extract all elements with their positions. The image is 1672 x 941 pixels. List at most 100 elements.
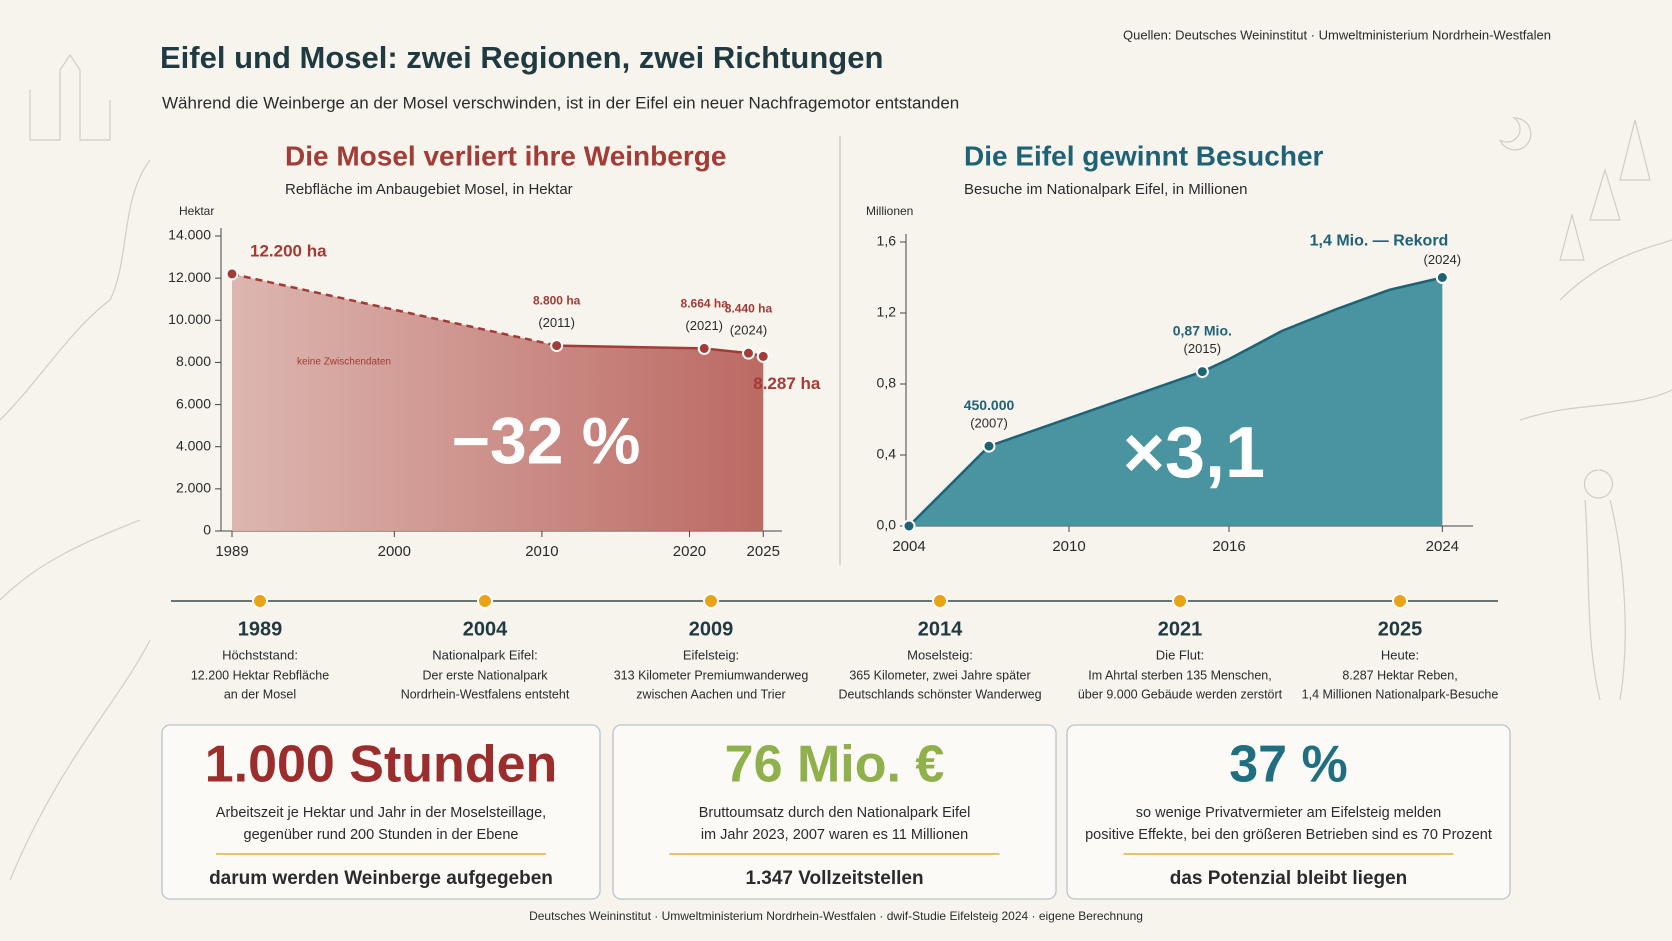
- x-tick-label: 2004: [892, 538, 925, 555]
- data-point: [550, 339, 564, 353]
- data-point: [1435, 271, 1449, 284]
- y-axis-label: Millionen: [866, 204, 913, 218]
- y-tick-label: 2.000: [176, 480, 211, 496]
- chart-title: Die Eifel gewinnt Besucher: [964, 140, 1324, 171]
- card-figure: 37 %: [1229, 736, 1348, 794]
- value-label: 12.200 ha: [250, 241, 327, 260]
- value-label: 0,87 Mio.: [1173, 322, 1232, 338]
- card-text: gegenüber rund 200 Stunden in der Ebene: [244, 827, 519, 843]
- timeline-text: Nordrhein-Westfalens entsteht: [401, 687, 570, 701]
- timeline-text: 365 Kilometer, zwei Jahre später: [849, 668, 1030, 682]
- timeline-year: 2025: [1378, 618, 1423, 640]
- y-axis-label: Hektar: [179, 204, 214, 218]
- card-text: so wenige Privatvermieter am Eifelsteig …: [1136, 805, 1441, 821]
- area: [909, 277, 1443, 526]
- page-title: Eifel und Mosel: zwei Regionen, zwei Ric…: [160, 40, 883, 75]
- y-tick-label: 1,2: [877, 304, 897, 320]
- data-point: [697, 341, 711, 355]
- year-label: (2007): [970, 416, 1008, 431]
- timeline-title: Höchststand:: [222, 647, 298, 662]
- footer: Deutsches Weininstitut · Umweltministeri…: [529, 909, 1143, 923]
- timeline-text: Der erste Nationalpark: [422, 668, 548, 682]
- year-label: (2015): [1184, 341, 1222, 356]
- card: [161, 724, 601, 900]
- value-label: 450.000: [964, 397, 1015, 413]
- card-text: positive Effekte, bei den größeren Betri…: [1085, 827, 1492, 843]
- x-tick-label: 2024: [1426, 538, 1459, 555]
- timeline-dot: [1392, 593, 1408, 609]
- headline-figure: ×3,1: [1123, 413, 1265, 493]
- year-label: (2024): [730, 323, 768, 338]
- timeline-title: Nationalpark Eifel:: [432, 647, 538, 662]
- card-conclusion: das Potenzial bleibt liegen: [1170, 868, 1408, 889]
- chart-title: Die Mosel verliert ihre Weinberge: [285, 140, 726, 171]
- timeline-text: 12.200 Hektar Rebfläche: [191, 668, 329, 682]
- line-segment: [908, 445, 990, 527]
- card-figure: 76 Mio. €: [725, 736, 945, 794]
- timeline-text: 313 Kilometer Premiumwanderweg: [614, 668, 809, 682]
- card-text: Bruttoumsatz durch den Nationalpark Eife…: [699, 805, 971, 821]
- y-tick-label: 0,8: [877, 375, 897, 391]
- card-text: im Jahr 2023, 2007 waren es 11 Millionen: [701, 827, 968, 843]
- line-segment: [1281, 308, 1337, 332]
- chart-subtitle: Rebfläche im Anbaugebiet Mosel, in Hekta…: [285, 181, 573, 198]
- card: [1066, 724, 1511, 900]
- timeline-text: über 9.000 Gebäude werden zerstört: [1078, 687, 1283, 701]
- y-tick-label: 10.000: [168, 311, 211, 327]
- data-point: [225, 267, 239, 281]
- card-conclusion: darum werden Weinberge aufgegeben: [209, 868, 553, 889]
- data-point: [982, 439, 996, 453]
- value-label: 8.287 ha: [753, 374, 821, 393]
- y-tick-label: 1,6: [877, 233, 897, 249]
- data-point: [756, 349, 770, 363]
- y-tick-label: 8.000: [176, 353, 211, 369]
- timeline-text: 1,4 Millionen Nationalpark-Besuche: [1302, 687, 1499, 701]
- timeline-text: Im Ahrtal sterben 135 Menschen,: [1088, 668, 1271, 682]
- timeline-dot: [1172, 593, 1188, 609]
- line-segment: [556, 344, 705, 350]
- year-label: (2011): [538, 315, 575, 330]
- timeline-dot: [477, 593, 493, 609]
- card: [612, 724, 1057, 900]
- line-segment: [1228, 329, 1283, 361]
- year-label: (2024): [1424, 252, 1462, 267]
- year-label: (2021): [685, 318, 723, 333]
- x-tick-label: 2010: [525, 543, 558, 560]
- value-label: 8.800 ha: [533, 294, 581, 308]
- x-tick-label: 2010: [1052, 538, 1085, 555]
- decoration: [0, 53, 1672, 881]
- timeline-text: zwischen Aachen und Trier: [636, 687, 785, 701]
- page-subtitle: Während die Weinberge an der Mosel versc…: [162, 93, 959, 112]
- line-segment: [704, 347, 749, 355]
- timeline-dot: [703, 593, 719, 609]
- data-point: [741, 346, 755, 360]
- timeline-title: Heute:: [1381, 647, 1419, 662]
- y-tick-label: 12.000: [168, 269, 211, 285]
- y-tick-label: 14.000: [168, 227, 211, 243]
- value-label: 8.440 ha: [725, 301, 773, 315]
- timeline-text: Deutschlands schönster Wanderweg: [838, 687, 1041, 701]
- annotation: keine Zwischendaten: [297, 357, 391, 368]
- line-segment: [988, 370, 1203, 448]
- y-tick-label: 4.000: [176, 437, 211, 453]
- timeline-year: 1989: [238, 618, 283, 640]
- value-label: 1,4 Mio. — Rekord: [1310, 233, 1449, 250]
- line-segment: [1388, 276, 1443, 292]
- timeline-text: 8.287 Hektar Reben,: [1342, 668, 1457, 682]
- timeline-year: 2021: [1158, 618, 1203, 640]
- line-segment: [1335, 288, 1390, 311]
- sources: Quellen: Deutsches Weininstitut · Umwelt…: [1123, 27, 1551, 42]
- data-point: [902, 519, 916, 533]
- timeline-title: Eifelsteig:: [683, 647, 739, 662]
- timeline-title: Die Flut:: [1156, 647, 1204, 662]
- chart-subtitle: Besuche im Nationalpark Eifel, in Millio…: [964, 181, 1247, 198]
- timeline-year: 2014: [918, 618, 963, 640]
- card-conclusion: 1.347 Vollzeitstellen: [745, 868, 923, 889]
- x-tick-label: 2000: [378, 543, 411, 560]
- y-tick-label: 6.000: [176, 395, 211, 411]
- timeline-dot: [932, 593, 948, 609]
- headline-figure: −32 %: [452, 403, 641, 477]
- data-point: [1195, 365, 1209, 379]
